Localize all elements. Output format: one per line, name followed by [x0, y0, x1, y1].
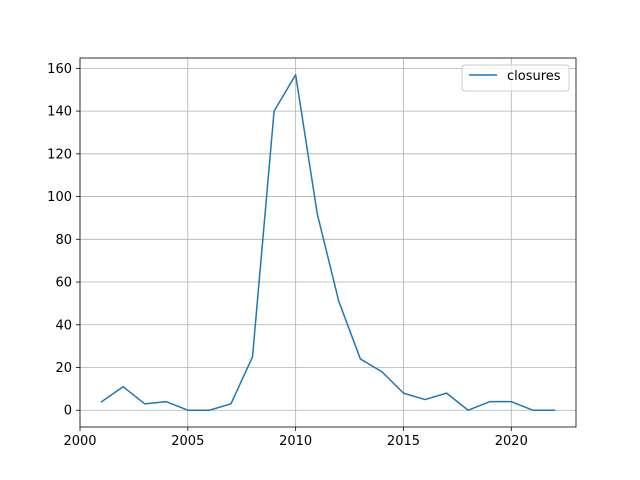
y-tick-label: 120	[47, 147, 72, 162]
y-tick-label: 40	[55, 318, 72, 333]
legend-label: closures	[507, 69, 561, 84]
y-tick-label: 80	[55, 233, 72, 248]
y-tick-label: 160	[47, 62, 72, 77]
legend: closures	[461, 64, 570, 92]
x-tick-label: 2000	[63, 434, 96, 449]
y-tick-label: 100	[47, 190, 72, 205]
y-tick-label: 0	[64, 404, 72, 419]
x-tick-label: 2010	[279, 434, 312, 449]
y-tick-label: 60	[55, 276, 72, 291]
y-tick-label: 140	[47, 105, 72, 120]
y-tick-label: 20	[55, 361, 72, 376]
x-tick-label: 2020	[495, 434, 528, 449]
series-line-closures	[100, 74, 556, 411]
x-tick-label: 2005	[171, 434, 204, 449]
axes: 2000 2005 2010 2015 2020 0 20 40 60 80 100 120 140 16…	[47, 62, 528, 449]
grid	[79, 58, 576, 427]
plot-frame	[79, 57, 577, 428]
legend-box	[461, 64, 570, 92]
series-layer	[100, 74, 556, 411]
x-tick-label: 2015	[387, 434, 420, 449]
